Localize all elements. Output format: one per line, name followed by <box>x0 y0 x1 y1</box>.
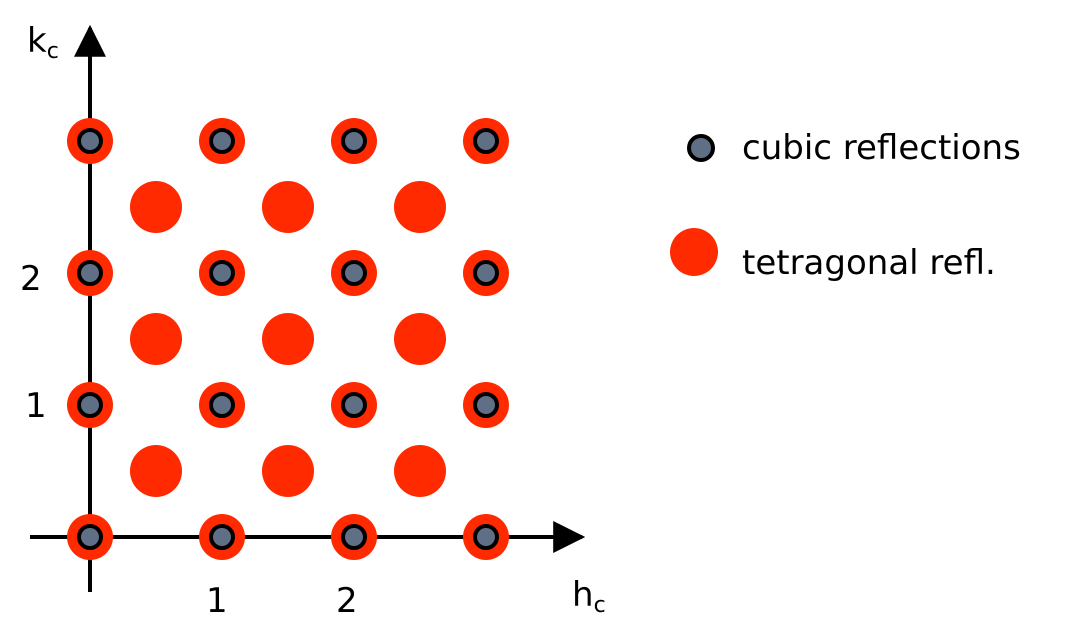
cubic-reflection <box>209 392 235 418</box>
cubic-reflection <box>77 524 103 550</box>
tetragonal-reflection <box>130 313 182 365</box>
cubic-reflection <box>77 392 103 418</box>
cubic-reflection <box>77 260 103 286</box>
legend-cubic-marker <box>687 134 715 162</box>
tetragonal-reflection <box>394 445 446 497</box>
legend: cubic reflections tetragonal refl. <box>670 128 1021 283</box>
y-tick-label: 2 <box>20 259 42 299</box>
cubic-reflection <box>341 392 367 418</box>
x-tick-label: 2 <box>336 581 358 618</box>
cubic-reflection <box>77 128 103 154</box>
cubic-reflection <box>473 260 499 286</box>
cubic-reflection <box>209 128 235 154</box>
legend-cubic-label: cubic reflections <box>742 128 1021 168</box>
tetragonal-reflection <box>262 313 314 365</box>
x-axis-label: hc <box>572 575 606 618</box>
tetragonal-reflection <box>394 181 446 233</box>
tetragonal-reflections <box>130 181 446 497</box>
legend-tetragonal-label: tetragonal refl. <box>742 243 996 283</box>
tetragonal-reflection <box>394 313 446 365</box>
tetragonal-reflection <box>130 445 182 497</box>
cubic-reflection <box>473 128 499 154</box>
tetragonal-reflection <box>262 181 314 233</box>
cubic-reflection <box>209 260 235 286</box>
cubic-reflection <box>341 524 367 550</box>
cubic-reflection <box>341 128 367 154</box>
cubic-reflection <box>473 524 499 550</box>
tetragonal-reflection <box>262 445 314 497</box>
cubic-reflection <box>341 260 367 286</box>
y-axis-label: kc <box>27 21 59 64</box>
legend-tetragonal-marker <box>670 228 718 276</box>
y-tick-label: 1 <box>25 386 47 426</box>
tetragonal-reflection <box>130 181 182 233</box>
x-tick-label: 1 <box>206 581 228 618</box>
cubic-reflections <box>67 118 509 560</box>
cubic-reflection <box>209 524 235 550</box>
cubic-reflection <box>473 392 499 418</box>
